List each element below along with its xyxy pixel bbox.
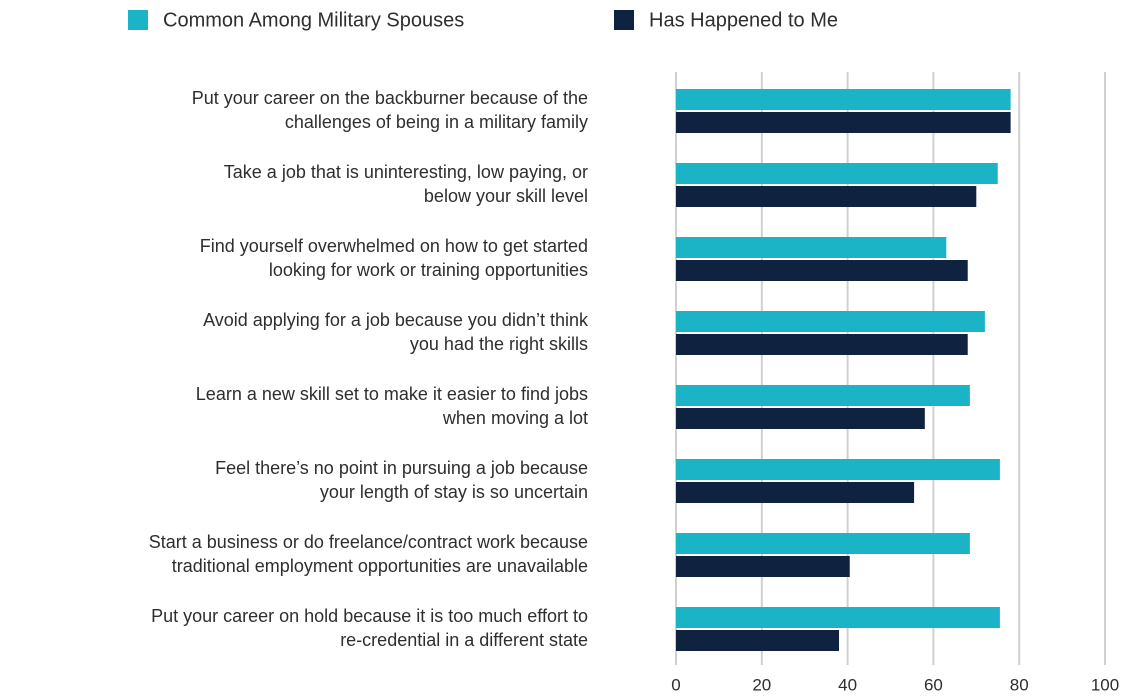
y-tick-label: Start a business or do freelance/contrac… <box>149 532 588 552</box>
bar <box>676 459 1000 480</box>
y-tick-label: looking for work or training opportuniti… <box>269 260 588 280</box>
y-tick-label: re-credential in a different state <box>340 630 588 650</box>
y-tick-label: your length of stay is so uncertain <box>320 482 588 502</box>
y-tick-label: traditional employment opportunities are… <box>172 556 588 576</box>
bar <box>676 408 925 429</box>
bar <box>676 385 970 406</box>
bar <box>676 556 850 577</box>
y-tick-label: Put your career on the backburner becaus… <box>192 88 588 108</box>
y-tick-label: Learn a new skill set to make it easier … <box>196 384 588 404</box>
bar <box>676 186 977 207</box>
bar <box>676 89 1011 110</box>
bar <box>676 334 968 355</box>
bar <box>676 607 1000 628</box>
x-tick-label: 100 <box>1091 675 1119 694</box>
legend-swatch <box>128 10 148 30</box>
x-tick-label: 20 <box>752 675 771 694</box>
legend-label: Has Happened to Me <box>649 9 838 31</box>
y-tick-label: Take a job that is uninteresting, low pa… <box>224 162 588 182</box>
bar <box>676 533 970 554</box>
bar <box>676 163 998 184</box>
y-tick-label: below your skill level <box>424 186 588 206</box>
legend-label: Common Among Military Spouses <box>163 9 464 31</box>
y-tick-label: Feel there’s no point in pursuing a job … <box>215 458 588 478</box>
y-tick-label: when moving a lot <box>442 408 588 428</box>
bar <box>676 630 840 651</box>
y-tick-label: challenges of being in a military family <box>285 112 588 132</box>
bar <box>676 260 968 281</box>
bar <box>676 311 985 332</box>
x-tick-label: 0 <box>671 675 680 694</box>
bar <box>676 482 915 503</box>
legend-swatch <box>614 10 634 30</box>
y-tick-label: Avoid applying for a job because you did… <box>203 310 589 330</box>
y-tick-label: Find yourself overwhelmed on how to get … <box>200 236 588 256</box>
x-tick-label: 60 <box>924 675 943 694</box>
bar <box>676 112 1011 133</box>
y-tick-label: you had the right skills <box>410 334 588 354</box>
x-tick-label: 80 <box>1010 675 1029 694</box>
x-tick-label: 40 <box>838 675 857 694</box>
y-tick-label: Put your career on hold because it is to… <box>151 606 588 626</box>
bar <box>676 237 947 258</box>
